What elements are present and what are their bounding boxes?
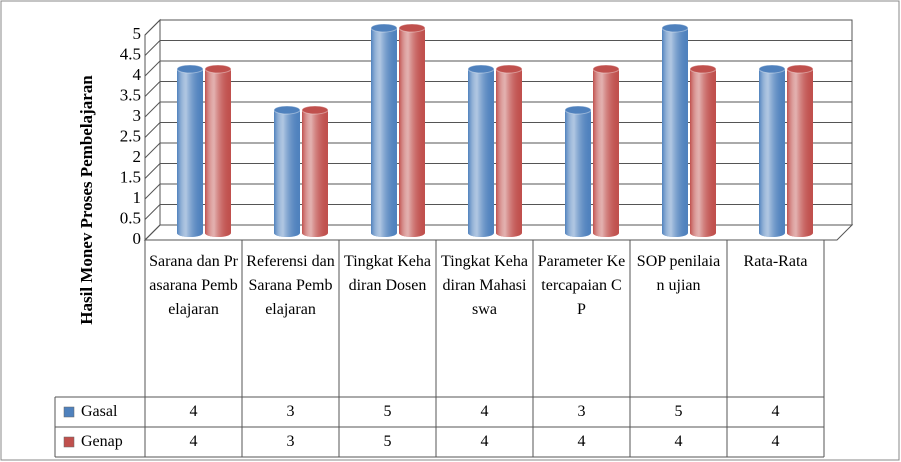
legend-label: Genap: [81, 433, 123, 450]
bar-cap: [689, 64, 717, 74]
bar-cap: [786, 64, 814, 74]
bar-shine: [177, 69, 203, 237]
bar-cap: [467, 64, 495, 74]
grid-line: [144, 19, 852, 36]
bar-shine: [274, 110, 300, 237]
y-tick-label: 0.5: [120, 208, 141, 227]
grid-line: [144, 40, 852, 56]
bar-cap: [176, 64, 204, 74]
category-label: Sarana dan Prasarana Pembelajaran: [149, 253, 238, 318]
bar-cap: [592, 64, 620, 74]
bar-cap: [495, 64, 523, 74]
grid-line: [144, 101, 852, 118]
category-label: Parameter Ketercapaian CP: [537, 253, 626, 318]
grid-line: [144, 142, 852, 159]
table-value: 3: [286, 433, 295, 450]
grid-line: [144, 60, 852, 77]
grid-line: [144, 122, 852, 138]
bar-cap: [398, 23, 426, 33]
y-tick-label: 1: [133, 188, 142, 207]
category-label: Rata-Rata: [743, 253, 808, 270]
grid-line: [144, 81, 852, 97]
grid-line: [144, 224, 852, 241]
y-tick-label: 4.5: [120, 44, 141, 63]
table-value: 5: [383, 403, 392, 420]
bar-shine: [662, 28, 688, 237]
table-value: 4: [577, 433, 586, 450]
bar-shine: [371, 28, 397, 237]
y-tick-label: 4: [133, 65, 142, 84]
y-tick-label: 0: [133, 229, 142, 248]
table-value: 4: [189, 433, 198, 450]
bar-shine: [468, 69, 494, 237]
grid-line: [144, 183, 852, 200]
bar-shine: [690, 69, 716, 237]
legend-swatch: [63, 436, 75, 448]
table-value: 3: [286, 403, 295, 420]
bar-shine: [496, 69, 522, 237]
table-value: 4: [480, 433, 489, 450]
y-tick-label: 5: [133, 24, 142, 43]
y-tick-label: 2.5: [120, 126, 141, 145]
table-value: 4: [771, 403, 780, 420]
bar-cap: [661, 23, 689, 33]
bar-cap: [301, 105, 329, 115]
category-label: Referensi dan Sarana Pembelajaran: [246, 253, 335, 318]
bar-shine: [302, 110, 328, 237]
y-axis-label: Hasil Monev Proses Pembelajaran: [77, 75, 96, 325]
y-tick-label: 1.5: [120, 167, 141, 186]
bar-cap: [370, 23, 398, 33]
bar-shine: [787, 69, 813, 237]
bar-shine: [565, 110, 591, 237]
table-value: 5: [383, 433, 392, 450]
table-value: 3: [577, 403, 586, 420]
legend-label: Gasal: [81, 403, 118, 420]
bar-shine: [205, 69, 231, 237]
bar-cap: [204, 64, 232, 74]
category-label: SOP penilaian ujian: [636, 253, 721, 294]
y-tick-label: 3.5: [120, 85, 141, 104]
table-value: 4: [480, 403, 489, 420]
table-value: 4: [674, 433, 683, 450]
grid-line: [144, 204, 852, 220]
category-label: Tingkat Kehadiran Dosen: [344, 253, 431, 294]
bar-cap: [758, 64, 786, 74]
bar-shine: [759, 69, 785, 237]
category-label: Tingkat Kehadiran Mahasiswa: [441, 253, 528, 318]
grid-line: [144, 163, 852, 179]
bar-shine: [593, 69, 619, 237]
table-value: 4: [189, 403, 198, 420]
y-tick-label: 2: [133, 147, 142, 166]
legend-swatch: [63, 406, 75, 418]
bar-shine: [399, 28, 425, 237]
bar-cap: [564, 105, 592, 115]
y-tick-label: 3: [133, 106, 142, 125]
table-value: 5: [674, 403, 683, 420]
bar-cap: [273, 105, 301, 115]
table-value: 4: [771, 433, 780, 450]
